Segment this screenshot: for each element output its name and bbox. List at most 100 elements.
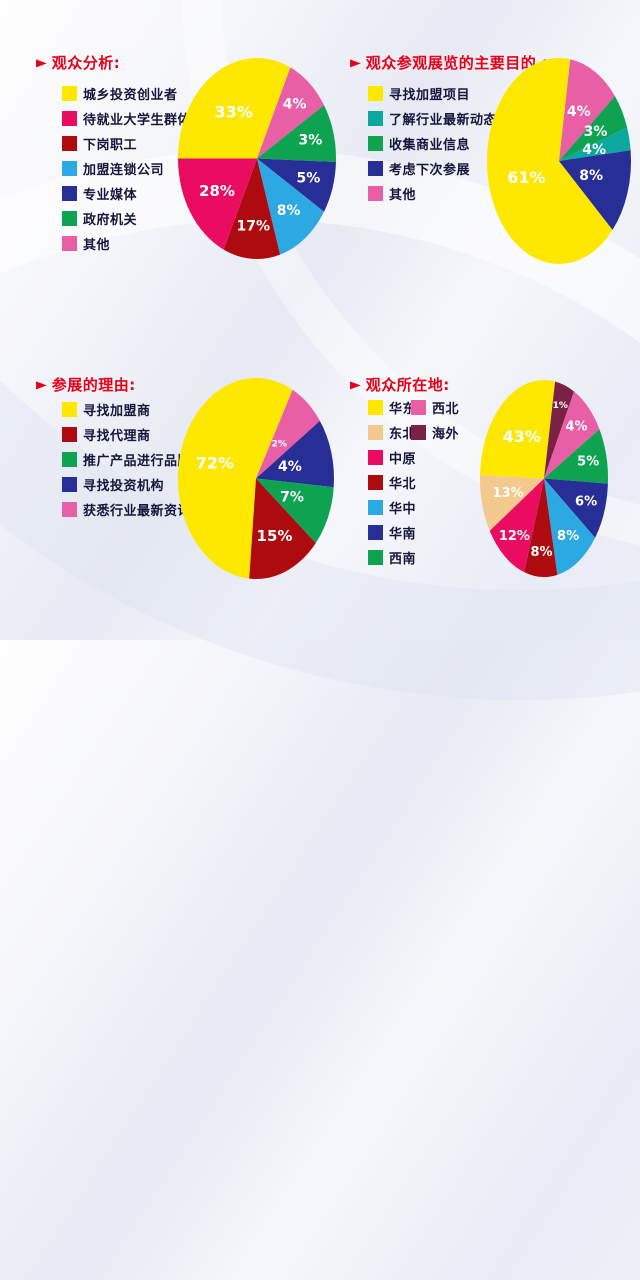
legend-swatch bbox=[62, 476, 77, 492]
pie-slice bbox=[178, 378, 293, 579]
legend-label: 寻找加盟商 bbox=[83, 403, 151, 419]
legend-item: 寻找加盟商 bbox=[62, 400, 151, 419]
chart-section-exhibit-reasons: ► 参展的理由: 寻找加盟商 寻找代理商 推广产品进行品牌宣传 寻找投资机构 获悉行业最… bbox=[36, 374, 334, 580]
pie-slice-pct-label: 3% bbox=[584, 124, 608, 140]
pie-slice bbox=[487, 58, 613, 265]
pie-slice bbox=[544, 478, 596, 575]
pie-slice bbox=[178, 158, 257, 250]
legend-item: 寻找投资机构 bbox=[62, 475, 165, 494]
chart-section-audience-analysis: ► 观众分析: 城乡投资创业者 待就业大学生群体 下岗职工 加盟连锁公司 专业媒体 政府机… bbox=[36, 53, 336, 260]
legend-swatch bbox=[368, 160, 383, 176]
legend-label: 收集商业信息 bbox=[389, 137, 471, 153]
pie-slice-pct-label: 17% bbox=[237, 219, 271, 235]
legend-label: 待就业大学生群体 bbox=[83, 112, 192, 128]
pie-slice-pct-label: 43% bbox=[503, 427, 541, 446]
pie-slice bbox=[256, 389, 320, 479]
legend-swatch bbox=[411, 424, 426, 440]
legend-label: 获悉行业最新资讯 bbox=[83, 503, 192, 519]
legend-label: 专业媒体 bbox=[83, 187, 138, 203]
legend-label: 西北 bbox=[432, 401, 460, 417]
legend-label: 东北 bbox=[389, 426, 417, 442]
chart-title: ► 观众所在地: bbox=[350, 374, 450, 395]
legend-label: 华东 bbox=[389, 401, 417, 417]
title-arrow-icon: ► bbox=[350, 53, 361, 72]
pie-slice-pct-label: 4% bbox=[582, 142, 606, 158]
pie-slice bbox=[544, 391, 600, 479]
pie-slice-pct-label: 8% bbox=[579, 168, 603, 184]
legend-swatch bbox=[62, 401, 77, 417]
pie-slice bbox=[480, 475, 544, 531]
legend-item: 华东 bbox=[368, 398, 417, 417]
chart-section-visit-purpose: ► 观众参观展览的主要目的 : 寻找加盟项目 了解行业最新动态 收集商业信息 考虑下次… bbox=[350, 52, 632, 265]
chart-title: ► 观众参观展览的主要目的 : bbox=[350, 52, 549, 73]
legend-item: 西南 bbox=[368, 548, 417, 567]
legend-swatch bbox=[62, 160, 77, 176]
pie-chart: 43%1%4%5%6%8%8%12%13% bbox=[480, 380, 608, 578]
pie-slice-pct-label: 8% bbox=[277, 203, 301, 219]
pie-slice bbox=[544, 478, 608, 538]
chart-title: ► 参展的理由: bbox=[36, 374, 136, 395]
pie-slice bbox=[256, 420, 334, 488]
legend-swatch bbox=[368, 185, 383, 201]
legend-swatch bbox=[368, 474, 383, 490]
legend-label: 海外 bbox=[432, 426, 460, 442]
pie-slice-pct-label: 15% bbox=[257, 527, 293, 545]
chart-title-text: 观众所在地: bbox=[365, 376, 450, 394]
pie-chart-audience-location: 72% 2% 4% 7% 15% bbox=[178, 378, 334, 580]
legend-item: 寻找代理商 bbox=[62, 425, 151, 444]
pie-slice-pct-label: 28% bbox=[199, 182, 235, 200]
legend-swatch bbox=[368, 549, 383, 565]
legend-swatch bbox=[368, 110, 383, 126]
legend-swatch bbox=[62, 185, 77, 201]
legend-swatch bbox=[62, 426, 77, 442]
legend-label: 寻找代理商 bbox=[83, 428, 151, 444]
pie-slice bbox=[559, 59, 615, 161]
pie-chart-visit-purpose: 61% 4% 3% 4% 8% bbox=[487, 58, 632, 265]
pie-slice bbox=[257, 105, 336, 163]
legend-item: 西北 bbox=[411, 398, 460, 417]
pie-slice-pct-label: 4% bbox=[565, 419, 587, 434]
title-arrow-icon: ► bbox=[36, 53, 47, 72]
legend-swatch bbox=[368, 85, 383, 101]
chart-title-text: 观众参观展览的主要目的 : bbox=[365, 54, 549, 72]
pie-slice bbox=[544, 429, 608, 484]
pie-slice bbox=[524, 478, 558, 578]
pie-slice-pct-label: 7% bbox=[280, 490, 304, 506]
legend-item: 下岗职工 bbox=[62, 134, 137, 153]
pie-slice-pct-label: 61% bbox=[507, 168, 545, 187]
legend-item: 寻找加盟项目 bbox=[368, 84, 470, 103]
pie-slice bbox=[256, 478, 334, 544]
pie-slice-pct-label: 33% bbox=[215, 102, 253, 121]
legend-item: 获悉行业最新资讯 bbox=[62, 500, 192, 519]
pie-slice-pct-label: 2% bbox=[272, 440, 287, 450]
pie-slice bbox=[257, 67, 324, 159]
legend-swatch bbox=[368, 399, 383, 415]
pie-slice-pct-label: 3% bbox=[299, 132, 323, 148]
legend-swatch bbox=[62, 451, 77, 467]
legend-swatch bbox=[368, 424, 383, 440]
legend-swatch bbox=[368, 499, 383, 515]
legend-item: 待就业大学生群体 bbox=[62, 109, 192, 128]
pie-slice bbox=[559, 150, 632, 230]
legend-swatch bbox=[62, 110, 77, 126]
legend-swatch bbox=[62, 235, 77, 251]
pie-slice-pct-label: 4% bbox=[278, 459, 302, 475]
legend-swatch bbox=[62, 501, 77, 517]
title-arrow-icon: ► bbox=[36, 375, 47, 394]
pie-chart-audience-analysis: 33% 4% 3% 5% 8% 17% 28% bbox=[178, 58, 336, 260]
legend-swatch bbox=[411, 399, 426, 415]
pie-slice-pct-label: 5% bbox=[577, 455, 599, 470]
pie-slice bbox=[223, 158, 281, 260]
pie-slice-pct-label: 72% bbox=[196, 453, 234, 472]
pie-slice-pct-label: 8% bbox=[530, 545, 552, 560]
pie-slice bbox=[257, 158, 336, 212]
pie-slice bbox=[257, 158, 324, 255]
pie-slice-pct-label: 4% bbox=[567, 104, 591, 120]
legend-label: 寻找投资机构 bbox=[83, 478, 165, 494]
chart-title-text: 观众分析: bbox=[51, 54, 121, 72]
legend-label: 城乡投资创业者 bbox=[83, 87, 178, 103]
legend-label: 西南 bbox=[389, 551, 417, 567]
pie-slice-pct-label: 8% bbox=[557, 529, 579, 544]
legend-item: 东北 bbox=[368, 423, 417, 442]
